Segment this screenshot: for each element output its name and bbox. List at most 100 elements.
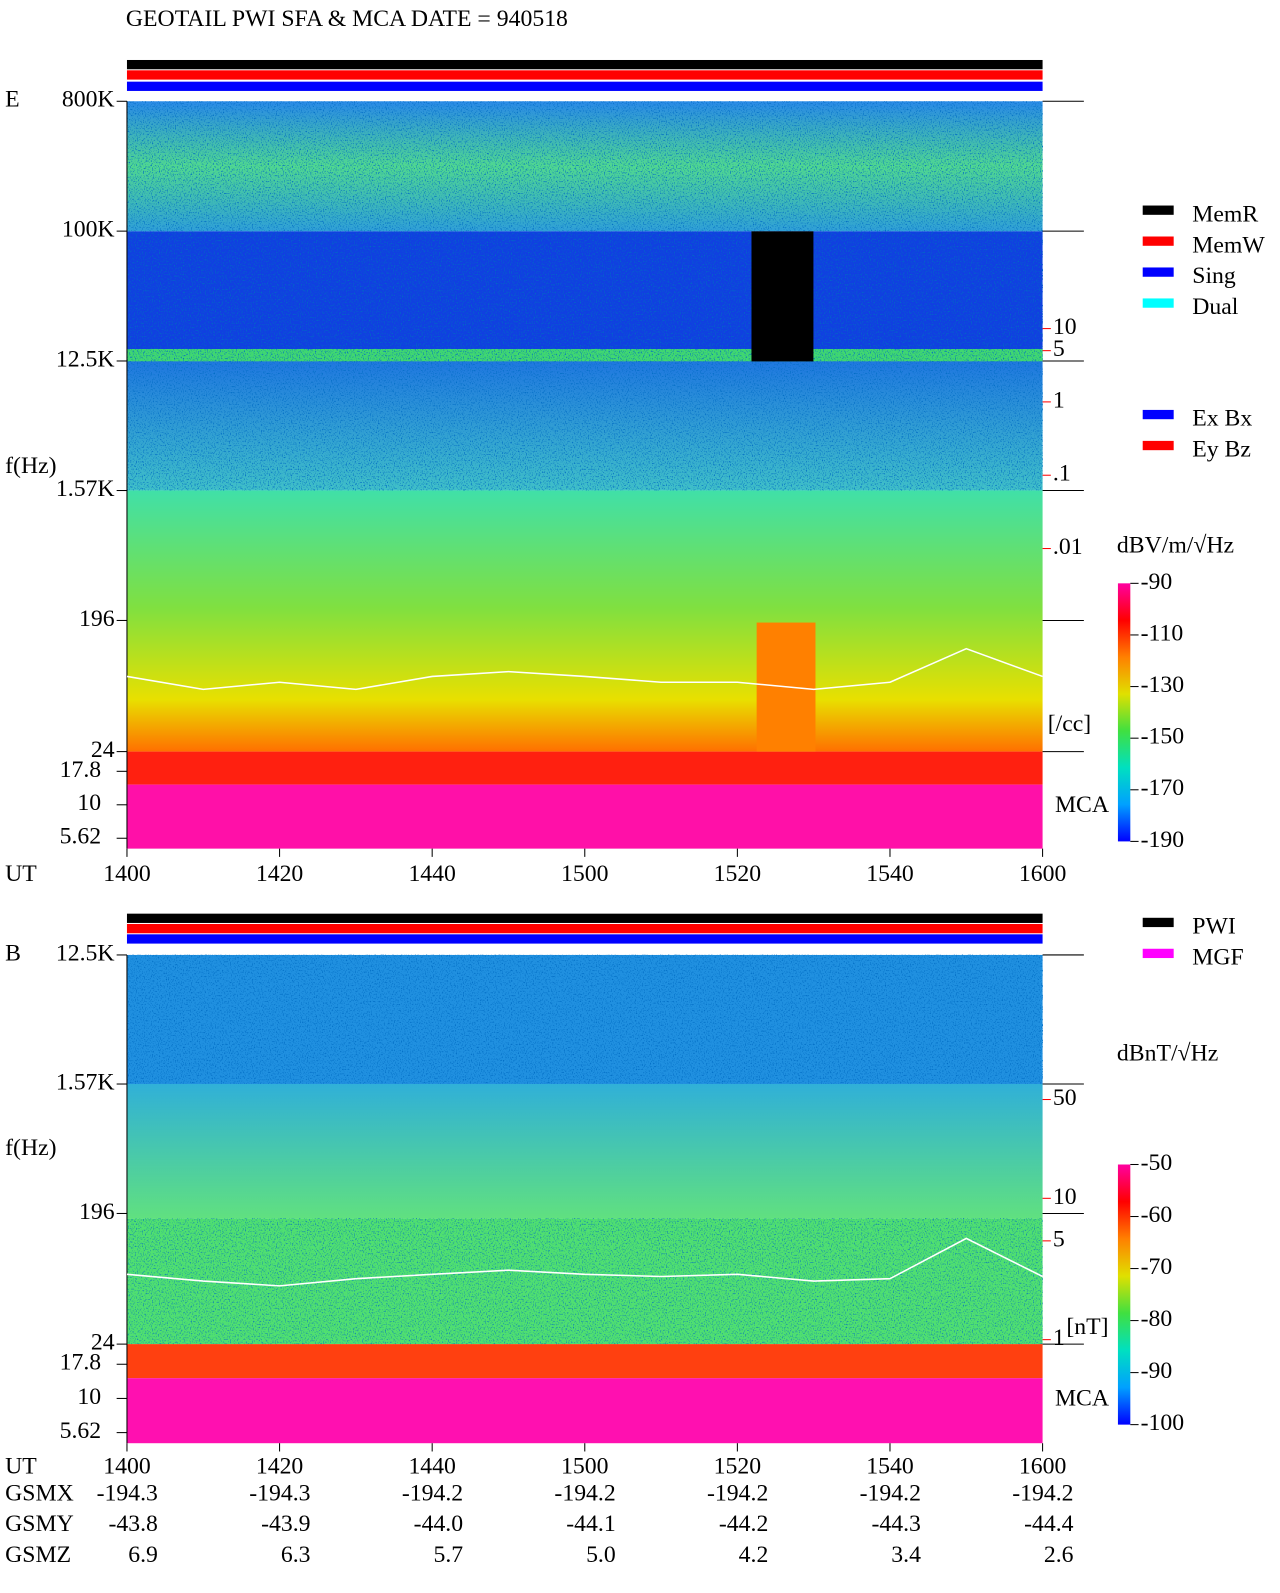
orbit-value: -194.2 bbox=[707, 1480, 768, 1506]
spectrogram-b bbox=[126, 913, 1043, 1444]
colorbar-tick-label: -50 bbox=[1141, 1150, 1173, 1176]
legend-swatch bbox=[1142, 298, 1174, 308]
legend-swatch bbox=[1142, 948, 1174, 959]
colorbar-tick-label: -110 bbox=[1141, 620, 1184, 646]
y-tick-label: 12.5K bbox=[56, 940, 115, 966]
orbit-value: 6.9 bbox=[128, 1542, 158, 1568]
mca-label: MCA bbox=[1055, 1385, 1109, 1411]
x-tick-label: 1520 bbox=[714, 1453, 761, 1479]
y-axis-label: f(Hz) bbox=[5, 1135, 56, 1161]
density-tick-label: 5 bbox=[1053, 336, 1065, 362]
legend-label: PWI bbox=[1192, 914, 1236, 940]
legend-swatch bbox=[1142, 409, 1174, 420]
density-unit: [/cc] bbox=[1048, 711, 1091, 737]
orbit-value: -194.2 bbox=[554, 1480, 615, 1506]
panel-label: B bbox=[5, 940, 21, 966]
colorbar-tick-label: -60 bbox=[1141, 1202, 1173, 1228]
orbit-value: 2.6 bbox=[1044, 1542, 1074, 1568]
orbit-label: GSMZ bbox=[5, 1542, 71, 1568]
orbit-label: GSMX bbox=[5, 1480, 74, 1506]
colorbar bbox=[1117, 583, 1131, 842]
legend-swatch bbox=[1142, 267, 1174, 277]
mca-tick-label: 17.8 bbox=[60, 1350, 102, 1376]
orbit-value: -44.4 bbox=[1024, 1511, 1074, 1537]
legend-swatch bbox=[1142, 205, 1174, 215]
y-tick-label: 1.57K bbox=[56, 1069, 115, 1095]
orbit-value: -194.3 bbox=[249, 1480, 310, 1506]
mca-tick-label: 10 bbox=[77, 1384, 101, 1410]
legend-label: Dual bbox=[1192, 294, 1239, 320]
colorbar-tick-label: -100 bbox=[1141, 1410, 1185, 1436]
density-line bbox=[126, 647, 1043, 691]
orbit-value: -43.8 bbox=[108, 1511, 157, 1537]
mca-label: MCA bbox=[1055, 792, 1109, 818]
x-tick-label: 1520 bbox=[714, 861, 761, 887]
y-tick-label: 100K bbox=[62, 217, 115, 243]
y-tick-label: 12.5K bbox=[56, 346, 115, 372]
legend-label: MemR bbox=[1192, 201, 1258, 227]
mca-tick-label: 5.62 bbox=[60, 824, 102, 850]
x-tick-label: 1420 bbox=[256, 861, 303, 887]
density-tick-label: 1 bbox=[1053, 387, 1065, 413]
y-axis-label: f(Hz) bbox=[5, 453, 56, 479]
y-tick-label: 196 bbox=[79, 606, 115, 632]
legend-swatch bbox=[1142, 440, 1174, 451]
x-tick-label: 1540 bbox=[866, 861, 913, 887]
colorbar-label: dBV/m/√Hz bbox=[1117, 533, 1234, 559]
legend-label: MemW bbox=[1192, 232, 1265, 258]
density-tick-label: 50 bbox=[1053, 1085, 1077, 1111]
colorbar-tick-label: -90 bbox=[1141, 569, 1173, 595]
colorbar-tick-label: -150 bbox=[1141, 724, 1185, 750]
y-tick-label: 24 bbox=[91, 1330, 115, 1356]
colorbar-tick-label: -130 bbox=[1141, 672, 1185, 698]
mca-tick-label: 10 bbox=[77, 790, 101, 816]
colorbar-tick-label: -80 bbox=[1141, 1306, 1173, 1332]
orbit-value: 6.3 bbox=[281, 1542, 311, 1568]
orbit-value: -194.3 bbox=[97, 1480, 158, 1506]
spectrogram-e bbox=[126, 59, 1043, 849]
x-tick-label: 1420 bbox=[256, 1453, 303, 1479]
mca-tick-label: 5.62 bbox=[60, 1418, 102, 1444]
legend-swatch bbox=[1142, 917, 1174, 928]
y-tick-label: 196 bbox=[79, 1199, 115, 1225]
orbit-value: -194.2 bbox=[1012, 1480, 1073, 1506]
orbit-value: -44.1 bbox=[566, 1511, 615, 1537]
density-tick-label: .01 bbox=[1053, 534, 1083, 560]
colorbar-tick-label: -90 bbox=[1141, 1358, 1173, 1384]
colorbar-label: dBnT/√Hz bbox=[1117, 1041, 1218, 1067]
title: GEOTAIL PWI SFA & MCA DATE = 940518 bbox=[126, 6, 568, 32]
orbit-value: -194.2 bbox=[402, 1480, 463, 1506]
orbit-label: GSMY bbox=[5, 1511, 74, 1537]
density-line bbox=[126, 1237, 1043, 1287]
panel-label: E bbox=[5, 87, 20, 113]
legend-label: MGF bbox=[1192, 945, 1243, 971]
mca-tick-label: 17.8 bbox=[60, 757, 102, 783]
x-tick-label: 1400 bbox=[103, 861, 150, 887]
orbit-value: -43.9 bbox=[261, 1511, 310, 1537]
density-tick-label: 5 bbox=[1053, 1226, 1065, 1252]
x-tick-label: 1500 bbox=[561, 861, 608, 887]
orbit-value: 3.4 bbox=[891, 1542, 921, 1568]
density-tick-label: .1 bbox=[1053, 461, 1071, 487]
colorbar-tick-label: -70 bbox=[1141, 1254, 1173, 1280]
colorbar-tick-label: -170 bbox=[1141, 775, 1185, 801]
legend-swatch bbox=[1142, 236, 1174, 246]
orbit-value: -194.2 bbox=[860, 1480, 921, 1506]
density-tick-label: 1 bbox=[1053, 1325, 1065, 1351]
legend-label: Ex Bx bbox=[1192, 406, 1252, 432]
x-axis-label: UT bbox=[5, 1453, 37, 1479]
orbit-value: -44.3 bbox=[871, 1511, 920, 1537]
legend-label: Ey Bz bbox=[1192, 437, 1251, 463]
x-tick-label: 1600 bbox=[1019, 1453, 1066, 1479]
x-tick-label: 1600 bbox=[1019, 861, 1066, 887]
colorbar bbox=[1117, 1164, 1131, 1425]
density-tick-label: 10 bbox=[1053, 1184, 1077, 1210]
orbit-value: 5.7 bbox=[433, 1542, 463, 1568]
orbit-value: -44.2 bbox=[719, 1511, 768, 1537]
x-tick-label: 1440 bbox=[408, 861, 455, 887]
x-tick-label: 1540 bbox=[866, 1453, 913, 1479]
orbit-value: 4.2 bbox=[739, 1542, 769, 1568]
x-tick-label: 1400 bbox=[103, 1453, 150, 1479]
